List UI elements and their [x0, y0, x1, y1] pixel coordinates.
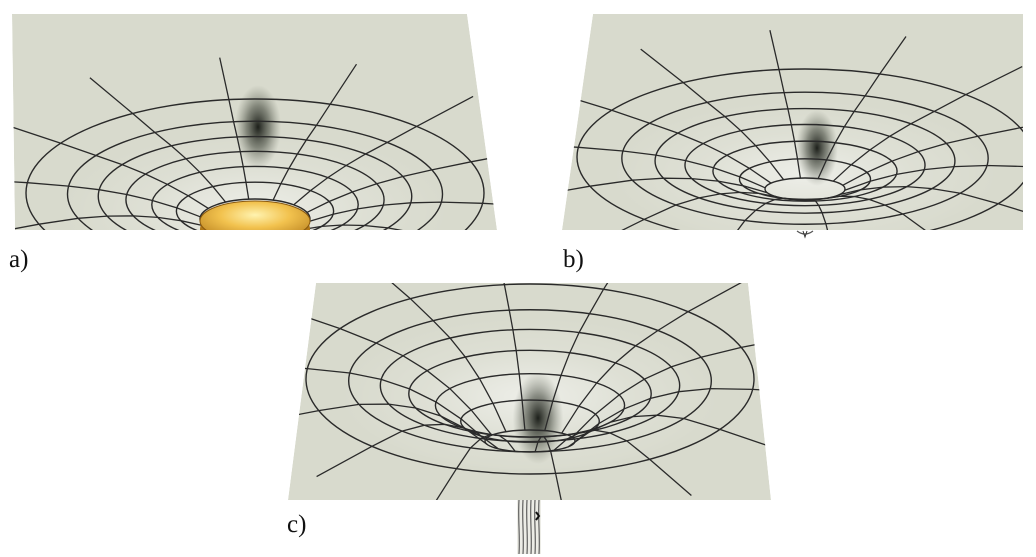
ring-line	[25, 98, 485, 230]
ring-line	[305, 283, 755, 475]
radial-line	[12, 120, 209, 209]
radial-line	[553, 429, 692, 496]
radial-line	[842, 113, 1023, 186]
radial-line	[561, 283, 744, 434]
ring-line	[576, 68, 1023, 230]
radial-line	[89, 77, 227, 203]
throat-line	[518, 499, 520, 555]
ring-grid	[576, 68, 1023, 230]
radial-line	[293, 95, 474, 206]
radial-line	[288, 305, 493, 436]
radial-line	[703, 197, 792, 230]
radial-grid	[288, 283, 771, 500]
radial-line	[826, 195, 970, 230]
ring-line	[684, 123, 926, 207]
radial-line	[154, 238, 237, 322]
radial-line	[368, 283, 507, 432]
radial-line	[574, 387, 771, 443]
panel-c-label: c)	[287, 511, 306, 538]
throat-tip-line	[796, 230, 814, 235]
mass-top	[199, 200, 311, 230]
ring-line	[66, 120, 444, 230]
radial-line	[832, 66, 1023, 182]
radial-line	[817, 36, 907, 179]
radial-line	[301, 224, 497, 230]
radial-line	[587, 191, 777, 230]
radial-line	[562, 142, 766, 189]
radial-line	[12, 215, 204, 230]
radial-line	[261, 239, 290, 329]
radial-line	[430, 433, 516, 500]
ring-line	[621, 91, 989, 225]
panel-b-label: b)	[563, 246, 584, 273]
radial-line	[306, 147, 497, 213]
funnel-shadow	[234, 85, 282, 169]
radial-line	[769, 30, 802, 179]
ring-line	[151, 165, 359, 230]
radial-line	[809, 198, 841, 230]
ring-line	[97, 135, 413, 230]
radial-line	[37, 232, 216, 290]
radial-line	[309, 201, 497, 222]
radial-line	[534, 435, 566, 500]
ring-line	[484, 429, 576, 453]
radial-line	[544, 283, 630, 431]
radial-line	[272, 63, 358, 201]
radial-line	[844, 164, 1023, 191]
radial-line	[640, 48, 785, 181]
throat-tip-line	[802, 230, 808, 239]
ring-line	[125, 150, 385, 230]
throat-line	[538, 499, 540, 555]
radial-line	[316, 423, 499, 478]
funnel-shadow	[796, 110, 838, 186]
panel-a-label: a)	[9, 246, 28, 273]
ring-line	[460, 399, 600, 443]
throat-line	[530, 499, 532, 555]
ring-line	[175, 181, 335, 230]
radial-line	[12, 177, 201, 218]
radial-grid	[12, 57, 497, 329]
central-mass	[199, 200, 311, 230]
radial-line	[288, 363, 486, 441]
panel-c-spacetime-well-with-throat	[288, 283, 771, 500]
ring-grid	[25, 98, 485, 230]
radial-line	[838, 185, 1023, 226]
radial-line	[562, 88, 772, 184]
radial-line	[571, 332, 771, 438]
panel-b-spacetime-well-pinched	[562, 14, 1023, 230]
panel-b-throat-tip	[796, 230, 814, 239]
throat-line	[526, 499, 528, 555]
ring-line	[764, 177, 846, 201]
radial-grid	[562, 30, 1023, 230]
throat-body	[517, 500, 541, 554]
ring-line	[434, 372, 626, 438]
panel-a-spacetime-well-with-mass	[12, 14, 497, 329]
ring-line	[654, 107, 956, 214]
radial-line	[494, 283, 526, 431]
wormhole-throat	[517, 499, 541, 555]
radial-line	[288, 403, 488, 446]
throat-line	[534, 499, 536, 555]
ring-line	[712, 140, 898, 202]
throat-arrow	[535, 511, 541, 521]
radial-line	[562, 177, 768, 201]
ring-grid	[305, 283, 755, 475]
radial-line	[219, 57, 250, 200]
throat-line	[522, 499, 524, 555]
